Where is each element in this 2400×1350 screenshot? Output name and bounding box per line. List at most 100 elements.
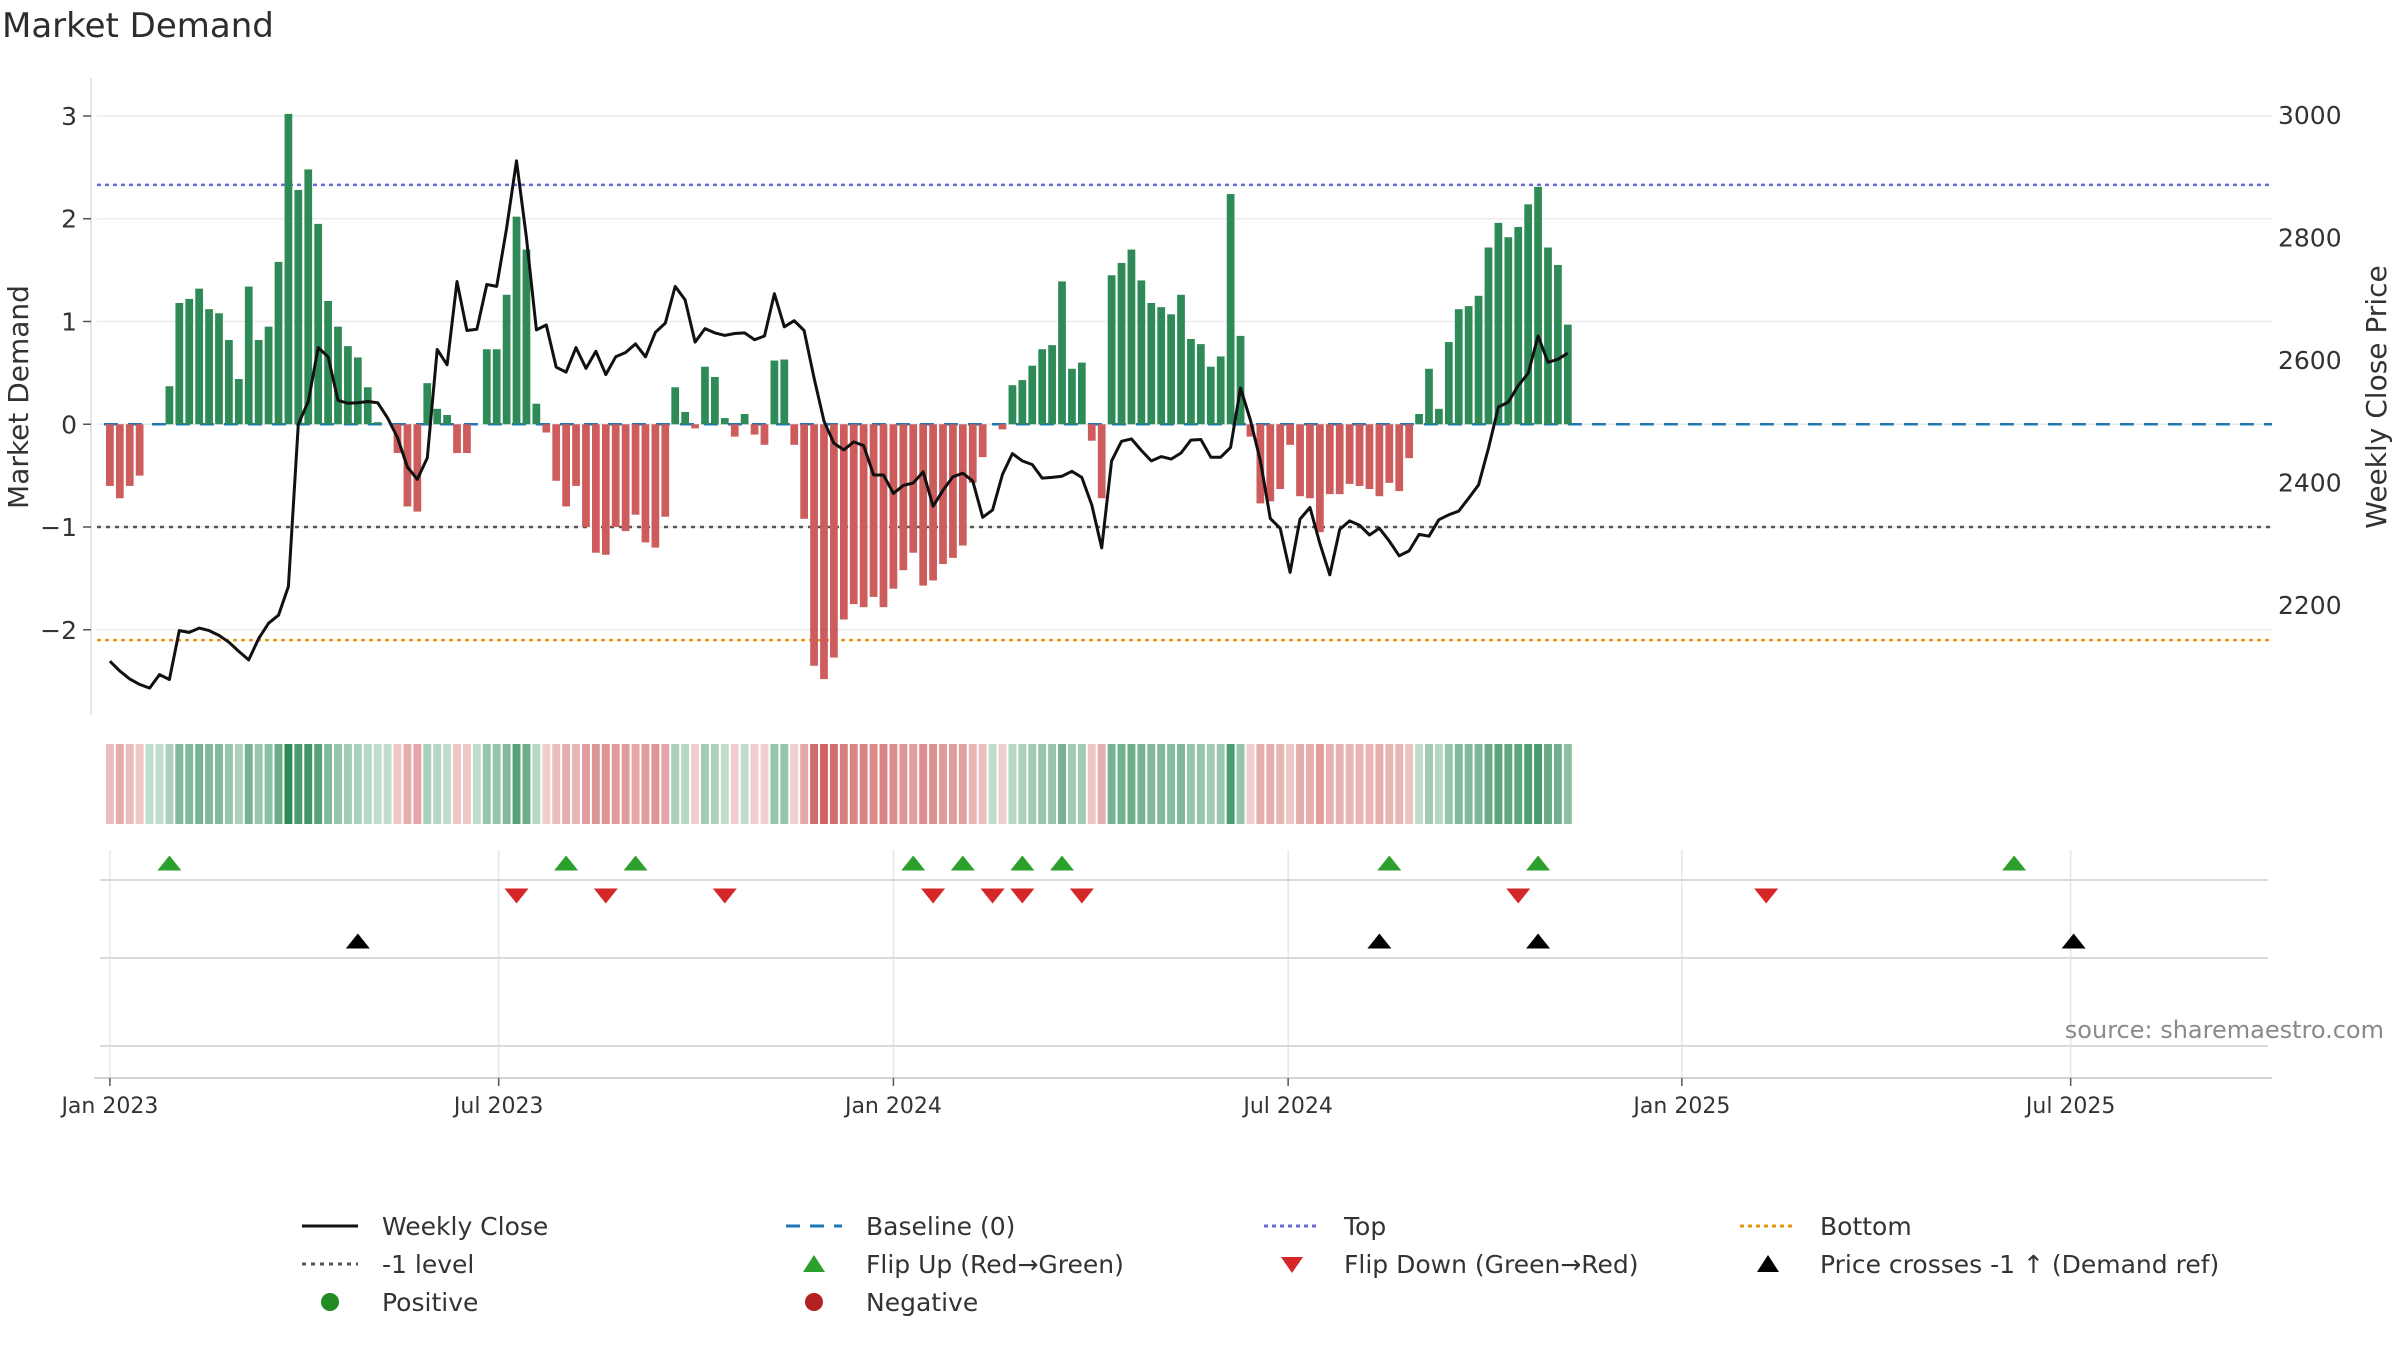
demand-bar-positive (264, 326, 273, 425)
demand-bar-positive (294, 189, 303, 425)
heat-band-cell (899, 744, 908, 824)
demand-bar-positive (1236, 335, 1245, 425)
legend-item-top: Top (1262, 1208, 1386, 1244)
heat-band-cell (244, 744, 253, 824)
heat-band-cell (1186, 744, 1195, 824)
demand-bar-positive (720, 418, 729, 425)
heat-band-cell (552, 744, 561, 824)
x-tick-label: Jan 2025 (1631, 1094, 1730, 1119)
x-tick-label: Jan 2023 (59, 1094, 158, 1119)
heat-band-cell (810, 744, 819, 824)
demand-bar-negative (1335, 424, 1344, 495)
demand-bar-positive (1048, 345, 1056, 425)
demand-bar-positive (1524, 204, 1533, 425)
price-cross-marker (2061, 933, 2086, 949)
heat-band-cell (909, 744, 918, 824)
demand-bar-positive (1425, 368, 1433, 425)
demand-bar-negative (651, 424, 660, 548)
heat-band-cell (1365, 744, 1374, 824)
heat-band-cell (1157, 744, 1166, 824)
demand-bar-negative (830, 424, 838, 658)
demand-bar-negative (611, 424, 620, 528)
heat-band-cell (443, 744, 452, 824)
demand-bar-negative (562, 424, 570, 507)
positive-dot-icon (321, 1293, 339, 1311)
demand-bar-positive (1137, 280, 1146, 425)
heat-band-cell (1325, 744, 1334, 824)
heat-band-cell (1256, 744, 1265, 824)
heat-band-cell (1514, 744, 1523, 824)
heat-band-cell (135, 744, 144, 824)
heat-band-cell (671, 744, 680, 824)
demand-bar-negative (879, 424, 888, 608)
legend-item-baseline: Baseline (0) (784, 1208, 1015, 1244)
heat-band-cell (1058, 744, 1066, 824)
demand-bar-positive (512, 216, 521, 425)
demand-bar-positive (225, 339, 233, 425)
demand-bar-positive (1157, 307, 1166, 425)
heat-band-cell (1375, 744, 1384, 824)
demand-bar-positive (363, 387, 372, 425)
y-tick-label: −2 (40, 616, 77, 645)
heat-band-cell (740, 744, 749, 824)
heat-band-cell (334, 744, 342, 824)
heat-band-cell (1266, 744, 1275, 824)
heat-band-cell (274, 744, 283, 824)
demand-bar-positive (740, 413, 749, 425)
flip-down-marker (921, 888, 946, 904)
demand-bar-negative (919, 424, 928, 586)
negative-dot-icon (805, 1293, 823, 1311)
demand-bar-positive (304, 169, 313, 425)
heat-band-cell (1177, 744, 1185, 824)
demand-bar-negative (859, 424, 868, 608)
demand-bar-positive (1038, 349, 1047, 425)
demand-bar-positive (502, 294, 511, 425)
y2-axis-title: Weekly Close Price (2360, 265, 2393, 528)
demand-bar-negative (909, 424, 918, 553)
heat-band-cell (195, 744, 204, 824)
heat-band-cell (780, 744, 789, 824)
heat-band-cell (1226, 744, 1235, 824)
heat-band-cell (998, 744, 1007, 824)
demand-bar-negative (641, 424, 650, 543)
demand-bar-positive (195, 288, 204, 425)
demand-bar-positive (1464, 306, 1473, 425)
demand-bars (106, 113, 1572, 680)
demand-bar-positive (1167, 314, 1175, 425)
demand-bar-positive (1454, 309, 1463, 425)
demand-bar-negative (1365, 424, 1374, 490)
legend-label: Top (1344, 1211, 1387, 1241)
heat-band-cell (889, 744, 898, 824)
flip-down-marker (504, 888, 529, 904)
y-axis-title: Market Demand (2, 285, 35, 509)
flip-down-marker (1069, 888, 1094, 904)
flip-up-marker (901, 855, 926, 871)
heat-band-cell (383, 744, 392, 824)
y-tick-label: 3 (61, 102, 77, 131)
heat-band-cell (264, 744, 273, 824)
heat-band-cell (591, 744, 600, 824)
heat-band-cell (661, 744, 670, 824)
legend-item-price-cross: Price crosses -1 ↑ (Demand ref) (1738, 1246, 2219, 1282)
flip-up-marker (623, 855, 648, 871)
demand-bar-negative (869, 424, 878, 597)
heat-band-cell (869, 744, 878, 824)
legend-label: Flip Up (Red→Green) (866, 1249, 1124, 1279)
demand-bar-negative (1405, 424, 1414, 459)
demand-bar-positive (373, 422, 382, 425)
heat-band-cell (581, 744, 590, 824)
demand-bar-positive (770, 360, 779, 425)
heat-band-cell (284, 744, 293, 824)
heat-band-cell (125, 744, 134, 824)
flip-up-marker (157, 855, 182, 871)
heat-band-cell (1415, 744, 1424, 824)
heat-band-cell (720, 744, 729, 824)
heat-band-cell (1107, 744, 1116, 824)
flip-up-marker (1050, 855, 1075, 871)
legend-label: Negative (866, 1287, 979, 1317)
heat-band-cell (1196, 744, 1205, 824)
demand-bar-positive (1563, 324, 1572, 425)
heat-band-cell (1484, 744, 1493, 824)
demand-bar-positive (492, 349, 501, 425)
price-cross-marker (345, 933, 370, 949)
